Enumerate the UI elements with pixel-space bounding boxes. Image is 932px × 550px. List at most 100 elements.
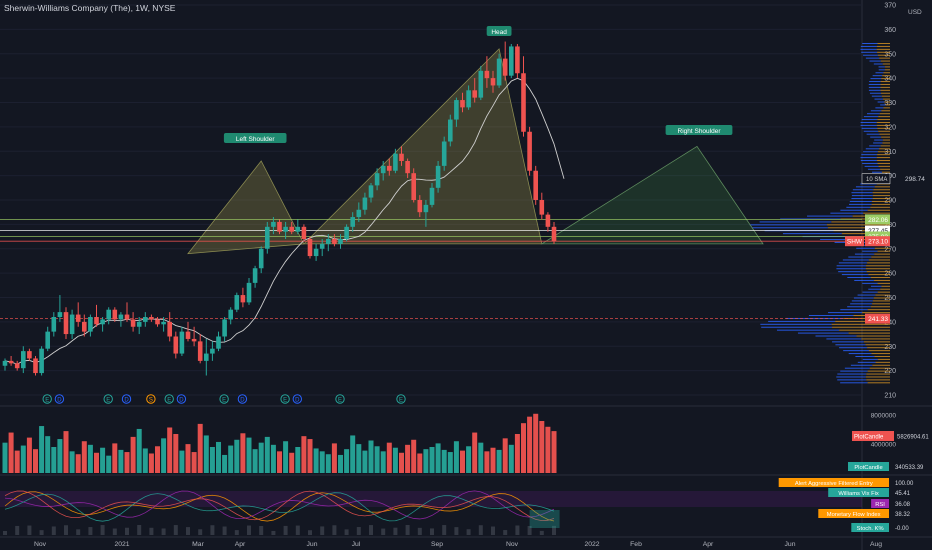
event-marker xyxy=(176,394,187,404)
candle-body xyxy=(51,317,57,332)
volume-profile-bar xyxy=(851,300,873,302)
volume-profile-bar xyxy=(872,192,890,194)
event-marker xyxy=(219,394,229,404)
volume-profile-bar xyxy=(830,212,864,214)
volume-profile-bar xyxy=(846,206,871,208)
indicator-histogram-bar xyxy=(552,525,556,535)
currency-label: USD xyxy=(908,9,922,16)
candle-body xyxy=(399,153,404,161)
volume-profile-bar xyxy=(869,60,881,62)
volume-bar xyxy=(8,432,14,473)
candle-body xyxy=(551,226,557,242)
event-marker-label: E xyxy=(338,398,342,404)
volume-profile-bar xyxy=(862,358,878,360)
candle-body xyxy=(350,217,355,227)
volume-profile-bar xyxy=(877,162,890,164)
volume-bar xyxy=(106,455,112,473)
event-marker-label: E xyxy=(222,398,226,404)
volume-bar xyxy=(87,444,93,473)
volume-profile-bar xyxy=(871,200,890,202)
candle-body xyxy=(258,248,264,269)
volume-profile-bar xyxy=(876,160,890,162)
time-tick-label: Apr xyxy=(703,541,714,548)
candle-body xyxy=(387,165,392,171)
indicator-value: 38.32 xyxy=(895,512,911,518)
volume-profile-bar xyxy=(881,136,890,138)
candle-body xyxy=(490,78,496,86)
candle-body xyxy=(234,295,240,310)
volume-profile-bar xyxy=(868,86,881,88)
volume-profile-bar xyxy=(861,127,878,129)
indicator-histogram-bar xyxy=(222,526,227,535)
volume-bar xyxy=(124,452,130,473)
event-marker xyxy=(121,394,132,404)
candle-body xyxy=(191,338,197,342)
volume-profile-bar xyxy=(759,221,832,223)
candle-body xyxy=(496,58,502,86)
indicator-label-box xyxy=(818,509,889,518)
volume-profile-bar xyxy=(867,168,881,170)
volume-profile-bar xyxy=(880,60,890,62)
volume-profile-bar xyxy=(880,288,890,290)
volume-bar xyxy=(502,438,508,473)
volume-profile-bar xyxy=(862,312,890,314)
event-marker-label: E xyxy=(45,398,49,404)
volume-profile-bar xyxy=(877,282,890,284)
sma-value: 298.74 xyxy=(905,176,925,183)
volume-bar xyxy=(441,449,447,473)
candle-body xyxy=(124,314,130,320)
indicator-line xyxy=(4,490,555,522)
candle-body xyxy=(155,319,160,325)
candle-body xyxy=(545,214,551,227)
price-line-tag xyxy=(865,313,890,324)
candle-body xyxy=(8,360,14,364)
event-marker xyxy=(237,394,248,404)
volume-profile-bar xyxy=(870,277,890,279)
candle-body xyxy=(344,226,349,239)
indicator-histogram-bar xyxy=(100,525,105,535)
volume-profile-bar xyxy=(881,78,890,80)
indicator-histogram-bar xyxy=(76,529,81,535)
volume-profile-bar xyxy=(881,110,890,112)
volume-bar xyxy=(453,441,459,473)
volume-profile-bar xyxy=(879,57,890,59)
volume-bar xyxy=(57,439,63,473)
label-head-box xyxy=(486,26,512,36)
volume-bar xyxy=(81,441,87,473)
volume-profile-bar xyxy=(878,130,890,132)
event-marker-label: D xyxy=(57,398,62,404)
price-line-tag xyxy=(865,236,890,247)
volume-bar xyxy=(234,439,240,473)
volume-profile-bar xyxy=(836,376,866,378)
volume-profile-bar xyxy=(866,373,890,375)
indicator-histogram-bar xyxy=(112,528,117,535)
volume-profile-bar xyxy=(865,148,880,150)
volume-bar xyxy=(75,454,81,473)
candle-body xyxy=(216,336,221,349)
indicator-band xyxy=(0,491,862,507)
volume-bar xyxy=(325,454,331,473)
volume-bar xyxy=(283,441,289,473)
indicator-label: Williams Vix Fix xyxy=(838,491,879,497)
volume-profile-bar xyxy=(867,370,890,372)
volume-profile-bar xyxy=(838,262,867,264)
volume-bar xyxy=(386,442,392,473)
volume-bar xyxy=(551,431,557,473)
indicator-histogram-bar xyxy=(271,530,276,535)
volume-profile-bar xyxy=(777,329,840,331)
volume-profile-bar xyxy=(839,347,868,349)
volume-bar xyxy=(148,453,154,473)
volume-bar xyxy=(185,444,191,473)
indicator-value: 340533.39 xyxy=(895,465,924,471)
candle-body xyxy=(21,351,26,369)
indicator-histogram-bar xyxy=(51,526,56,535)
event-marker xyxy=(396,394,406,404)
volume-profile-bar xyxy=(848,332,890,334)
volume-profile-bar xyxy=(877,250,890,252)
volume-bar xyxy=(130,436,136,473)
volume-profile-bar xyxy=(840,309,868,311)
price-tick-label: 220 xyxy=(884,368,896,375)
price-tick-label: 270 xyxy=(884,246,896,253)
volume-bar xyxy=(277,451,282,473)
